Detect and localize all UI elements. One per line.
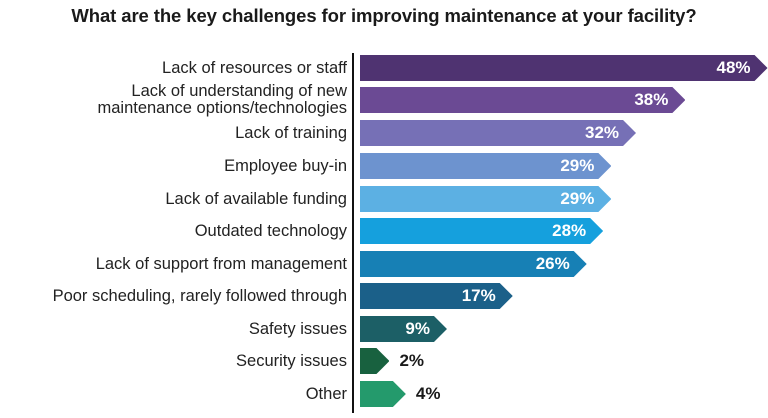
value-label: 26%	[535, 254, 570, 273]
bar-row: Safety issues 9%	[0, 316, 768, 342]
bar-row: Lack of understanding of new maintenance …	[0, 83, 768, 117]
category-label: Employee buy-in	[224, 153, 347, 179]
category-label-line: Lack of training	[235, 123, 347, 142]
category-label-line: Lack of available funding	[165, 189, 347, 208]
category-label: Lack of resources or staff	[162, 55, 347, 81]
bar	[360, 55, 768, 81]
value-label: 32%	[585, 123, 620, 142]
bar	[360, 348, 389, 374]
category-label: Lack of support from management	[96, 251, 347, 277]
category-label: Lack of training	[235, 120, 347, 146]
category-label: Security issues	[236, 348, 347, 374]
value-label: 28%	[552, 221, 587, 240]
bar	[360, 120, 636, 146]
y-axis-line	[352, 53, 354, 413]
bar	[360, 316, 447, 342]
category-label: Poor scheduling, rarely followed through	[53, 283, 347, 309]
bar	[360, 283, 513, 309]
category-label-line: Lack of understanding of new	[131, 82, 347, 100]
bar	[360, 218, 603, 244]
category-label-line: Other	[305, 384, 347, 403]
value-label: 9%	[405, 319, 430, 338]
bar	[360, 251, 587, 277]
bar-row: Employee buy-in 29%	[0, 153, 768, 179]
category-label: Lack of available funding	[165, 186, 347, 212]
category-label-line: Security issues	[236, 351, 347, 370]
bar-row: Lack of available funding 29%	[0, 186, 768, 212]
chart-title: What are the key challenges for improvin…	[71, 5, 697, 26]
category-label: Other	[306, 381, 347, 407]
value-label: 29%	[560, 156, 595, 175]
category-label-line: Lack of support from management	[95, 254, 347, 273]
bar-row: Lack of resources or staff 48%	[0, 55, 768, 81]
bar-row: Lack of support from management 26%	[0, 251, 768, 277]
bar	[360, 153, 611, 179]
value-label: 2%	[399, 351, 425, 370]
bar	[360, 87, 685, 113]
category-label: Safety issues	[249, 316, 347, 342]
bar	[360, 381, 406, 407]
value-label: 48%	[716, 58, 751, 77]
value-label: 17%	[461, 286, 496, 305]
category-label: Lack of understanding of new maintenance …	[97, 83, 347, 117]
category-label-line: Employee buy-in	[224, 156, 347, 175]
bar	[360, 186, 611, 212]
value-label: 38%	[634, 90, 669, 109]
bar-row: Other 4%	[0, 381, 768, 407]
bar-row: Lack of training 32%	[0, 120, 768, 146]
category-label-line: Poor scheduling, rarely followed through	[52, 286, 347, 305]
value-label: 4%	[415, 384, 441, 403]
bar-row: Poor scheduling, rarely followed through…	[0, 283, 768, 309]
category-label-line: Safety issues	[248, 319, 347, 338]
category-label-line: Outdated technology	[194, 221, 347, 240]
bar-row: Security issues 2%	[0, 348, 768, 374]
value-label: 29%	[560, 189, 595, 208]
category-label: Outdated technology	[195, 218, 347, 244]
category-label-line: Lack of resources or staff	[162, 58, 347, 77]
category-label-line: maintenance options/technologies	[97, 99, 347, 117]
bar-row: Outdated technology 28%	[0, 218, 768, 244]
